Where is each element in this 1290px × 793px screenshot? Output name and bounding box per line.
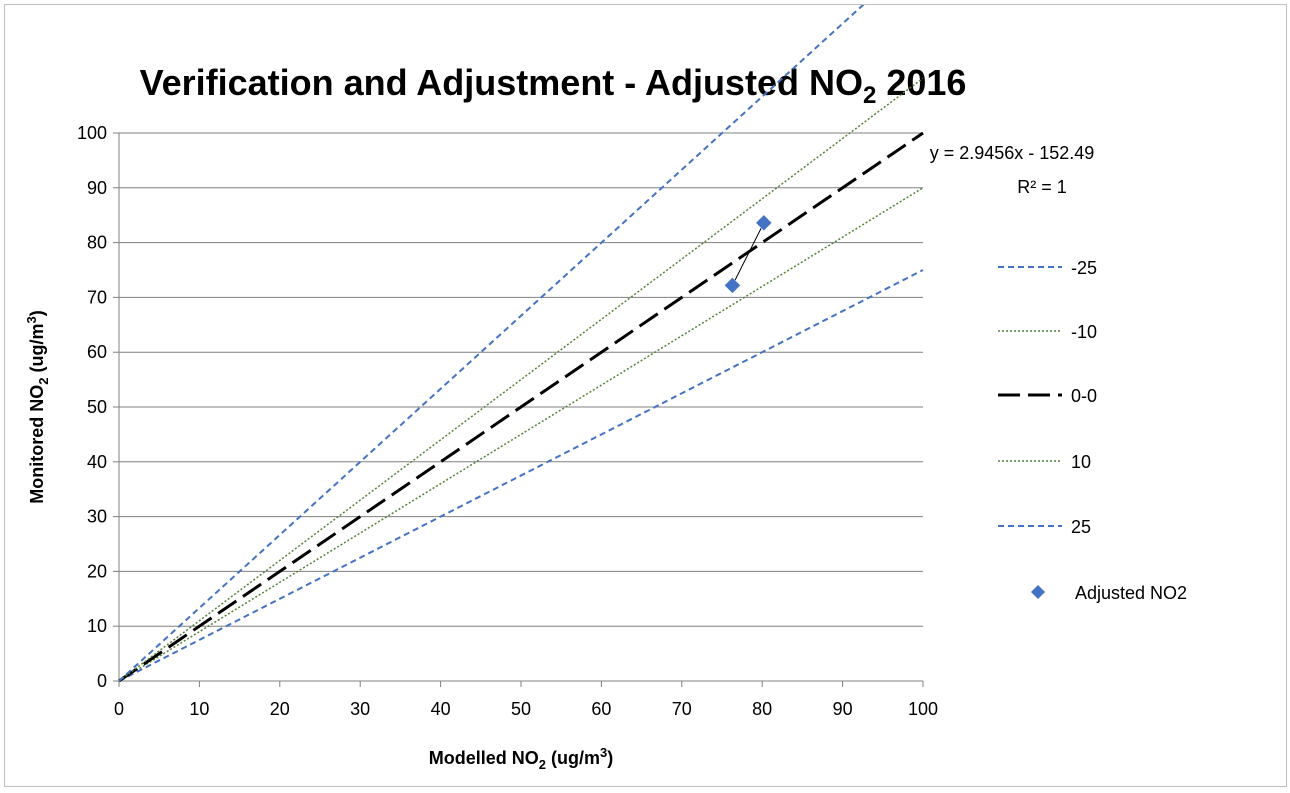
x-axis-label: Modelled NO2 (ug/m3) [429,745,613,772]
x-tick-label: 100 [908,699,938,719]
reference-line-10 [118,77,924,682]
legend-marker [1031,585,1045,599]
legend-label: 0-0 [1071,386,1097,406]
legend-label: 10 [1071,452,1091,472]
legend-label: Adjusted NO2 [1075,583,1187,603]
y-tick-label: 30 [87,507,107,527]
chart-svg: Verification and Adjustment - Adjusted N… [24,0,1187,772]
x-tick-label: 90 [833,699,853,719]
x-tick-label: 40 [431,699,451,719]
reference-line-25 [118,0,871,682]
y-axis-label: Monitored NO2 (ug/m3) [24,310,51,503]
reference-line-0-0 [118,131,924,683]
legend-label: -10 [1071,322,1097,342]
x-tick-label: 30 [350,699,370,719]
y-tick-label: 50 [87,397,107,417]
x-tick-label: 0 [114,699,124,719]
legend-label: 25 [1071,517,1091,537]
x-tick-label: 20 [270,699,290,719]
x-tick-label: 70 [672,699,692,719]
reference-line--25 [118,269,924,682]
chart-area: Verification and Adjustment - Adjusted N… [4,0,1287,787]
y-tick-label: 0 [97,671,107,691]
y-tick-label: 80 [87,233,107,253]
data-point [724,276,741,294]
chart-title: Verification and Adjustment - Adjusted N… [140,62,967,109]
trendline [732,222,765,286]
x-tick-label: 10 [189,699,209,719]
trendline-equation: y = 2.9456x - 152.49 [930,143,1095,163]
y-tick-label: 60 [87,342,107,362]
data-point [755,214,773,232]
y-tick-label: 40 [87,452,107,472]
x-tick-label: 60 [591,699,611,719]
reference-line--10 [118,187,924,682]
y-tick-label: 90 [87,178,107,198]
x-tick-label: 80 [752,699,772,719]
y-tick-label: 100 [77,123,107,143]
legend-label: -25 [1071,258,1097,278]
y-tick-label: 20 [87,561,107,581]
trendline-r2: R² = 1 [1017,177,1067,197]
x-tick-label: 50 [511,699,531,719]
y-tick-label: 70 [87,287,107,307]
y-tick-label: 10 [87,616,107,636]
